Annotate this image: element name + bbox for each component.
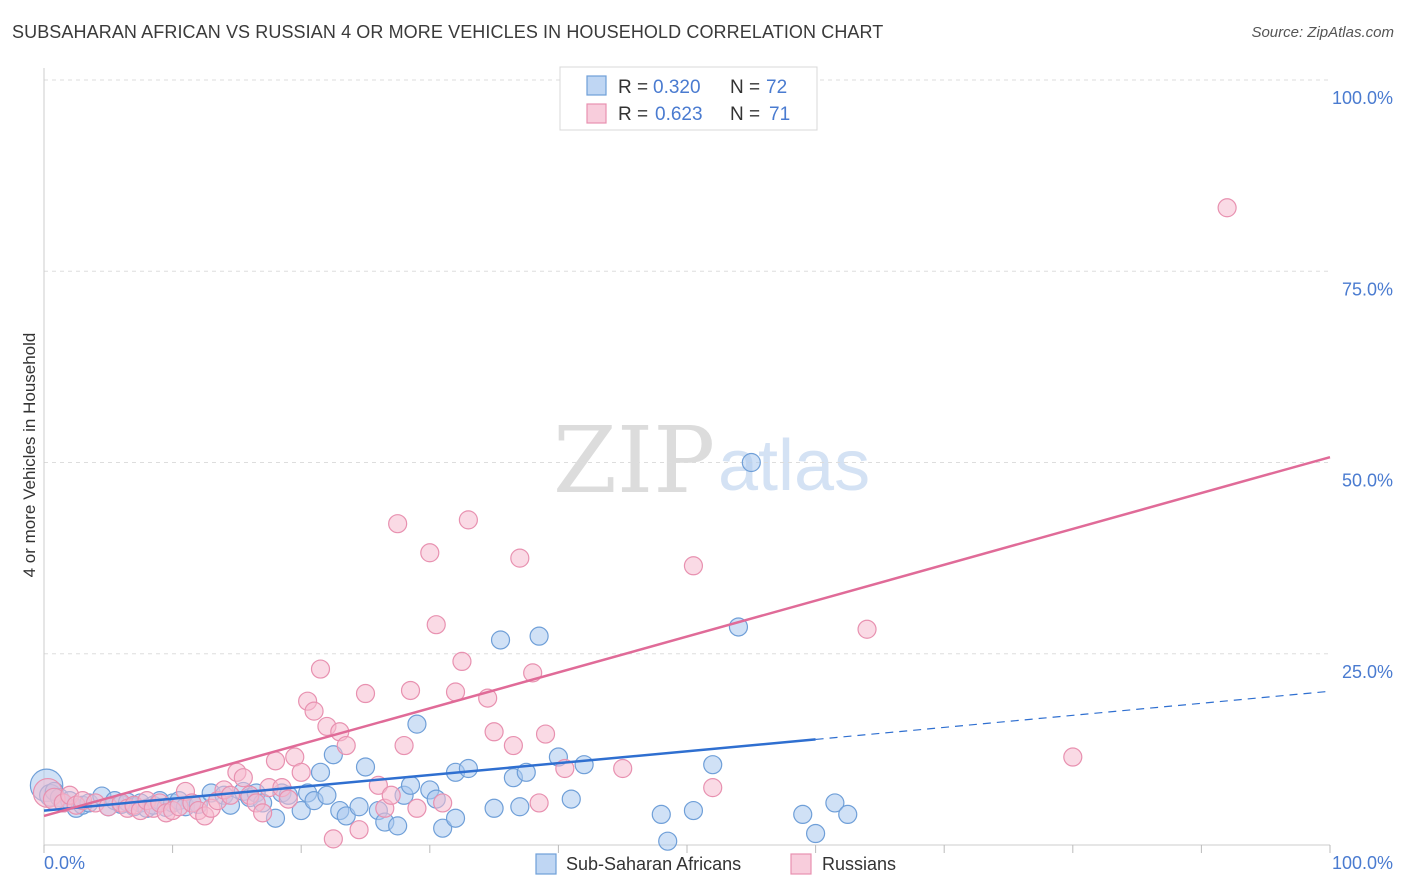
russian-point-52 (407, 798, 427, 818)
russian-point-67 (613, 758, 633, 779)
russian-point-30 (253, 803, 273, 823)
russian-point-51 (400, 680, 421, 701)
legend-swatch-sub-saharan (535, 853, 557, 875)
russian-point-62 (510, 548, 530, 568)
y-tick-label-2: 50.0% (1342, 471, 1393, 491)
sub-saharan-point-66 (651, 804, 671, 825)
russian-point-39 (310, 659, 331, 679)
axes (43, 68, 1331, 853)
russian-point-70 (857, 619, 877, 639)
sub-saharan-point-74 (825, 793, 845, 813)
stats-n-label-pink: N = (730, 104, 760, 125)
russian-point-54 (426, 615, 446, 635)
chart-title: SUBSAHARAN AFRICAN VS RUSSIAN 4 OR MORE … (12, 22, 884, 42)
watermark-zip: ZIP (553, 407, 715, 514)
stats-n-value-pink: 71 (769, 104, 790, 125)
russian-point-71 (1063, 747, 1083, 767)
trend-line-russians (43, 455, 1331, 818)
sub-saharan-point-54 (445, 808, 466, 828)
russian-point-57 (452, 651, 472, 672)
sub-saharan-point-60 (510, 797, 530, 817)
sub-saharan-point-49 (400, 775, 421, 795)
sub-saharan-point-50 (407, 714, 427, 734)
stats-r-value-pink: 0.623 (655, 104, 703, 125)
sub-saharan-point-53 (433, 818, 453, 838)
sub-saharan-point-56 (458, 758, 478, 779)
sub-saharan-point-69 (703, 755, 723, 775)
y-tick-label-1: 75.0% (1342, 279, 1393, 299)
stats-r-label-pink: R = (618, 104, 648, 125)
russian-point-44 (349, 820, 369, 840)
russian-point-69 (703, 778, 723, 798)
y-tick-label-0: 100.0% (1332, 88, 1393, 108)
russian-point-64 (529, 793, 549, 813)
russian-point-45 (355, 683, 376, 704)
russian-point-49 (388, 514, 408, 534)
sub-saharan-point-57 (484, 798, 504, 818)
russian-point-61 (503, 735, 523, 756)
sub-saharan-point-64 (561, 789, 581, 809)
x-tick-labels: 0.0% 100.0% (44, 853, 1393, 873)
russian-point-34 (278, 789, 298, 809)
trend-line-sub-saharan (43, 738, 816, 812)
sub-saharan-point-35 (291, 800, 311, 821)
stats-r-label-blue: R = (618, 77, 648, 98)
stats-r-value-blue: 0.320 (653, 77, 701, 98)
trend-lines (43, 455, 1331, 818)
stats-n-value-blue: 72 (766, 77, 787, 98)
sub-saharan-point-39 (317, 785, 337, 805)
sub-saharan-point-67 (658, 831, 678, 851)
sub-saharan-point-68 (683, 800, 704, 821)
y-tick-labels: 100.0% 75.0% 50.0% 25.0% (1332, 88, 1393, 682)
sub-saharan-points (29, 452, 858, 851)
sub-saharan-point-71 (741, 452, 761, 473)
russian-point-48 (381, 785, 401, 805)
sub-saharan-point-73 (805, 823, 826, 844)
russian-point-72 (1217, 198, 1237, 218)
legend-label-sub-saharan: Sub-Saharan Africans (566, 854, 741, 874)
russian-point-38 (304, 701, 324, 721)
legend-swatch-russians (790, 853, 812, 875)
sub-saharan-point-58 (490, 630, 511, 650)
russian-point-55 (433, 793, 453, 813)
sub-saharan-point-62 (529, 626, 549, 646)
russian-point-43 (336, 735, 356, 756)
sub-saharan-point-75 (838, 804, 858, 825)
sub-saharan-point-38 (310, 762, 331, 782)
stats-swatch-blue (586, 75, 607, 96)
sub-saharan-point-47 (388, 816, 408, 836)
stats-swatch-pink (586, 103, 607, 124)
stats-legend: R = 0.320 N = 72 R = 0.623 N = 71 (559, 66, 818, 131)
sub-saharan-point-72 (793, 804, 813, 825)
x-tick-label-1: 100.0% (1332, 853, 1393, 873)
watermark-atlas: atlas (718, 426, 870, 506)
x-tick-label-0: 0.0% (44, 853, 85, 873)
russian-points (32, 198, 1237, 849)
russian-point-53 (420, 543, 440, 563)
series-legend: Sub-Saharan Africans Russians (535, 853, 896, 875)
russian-point-32 (265, 751, 286, 771)
russian-point-25 (220, 785, 241, 805)
russian-point-41 (323, 829, 343, 849)
trend-line-sub-saharan-extension (815, 690, 1331, 741)
russian-point-65 (535, 724, 556, 744)
russian-point-60 (484, 722, 504, 742)
russian-point-50 (394, 735, 414, 756)
russian-point-36 (291, 762, 311, 782)
sub-saharan-point-61 (516, 762, 536, 782)
russian-point-27 (233, 768, 253, 788)
sub-saharan-point-65 (574, 755, 594, 775)
sub-saharan-point-44 (355, 757, 376, 777)
russian-point-68 (683, 556, 704, 576)
russian-point-58 (458, 510, 478, 530)
source-credit: Source: ZipAtlas.com (1251, 24, 1394, 41)
sub-saharan-point-43 (349, 797, 369, 817)
stats-n-label-blue: N = (730, 77, 760, 98)
watermark: ZIP atlas (553, 407, 870, 514)
y-tick-label-3: 25.0% (1342, 662, 1393, 682)
legend-label-russians: Russians (822, 854, 896, 874)
